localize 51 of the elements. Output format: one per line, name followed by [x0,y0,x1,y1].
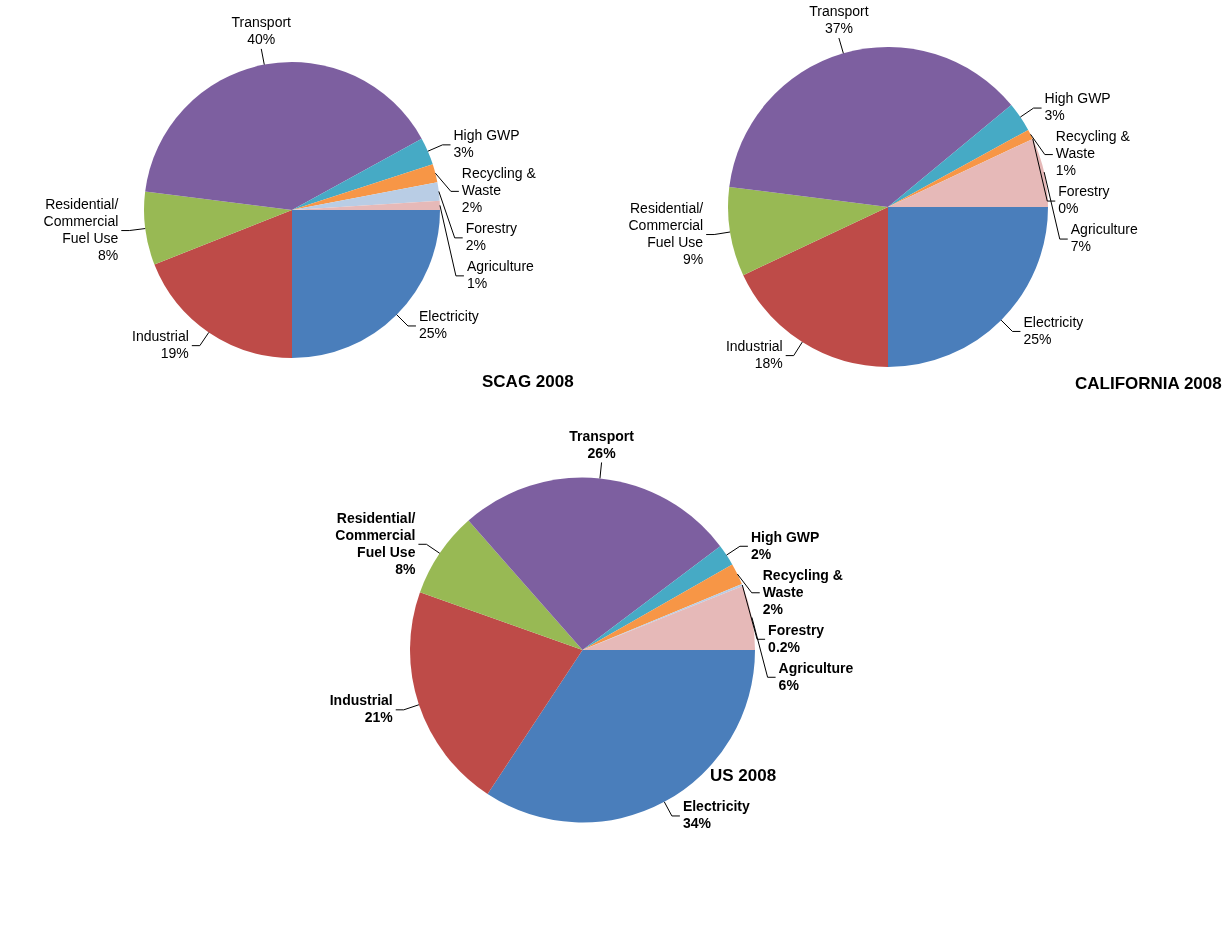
data-label: 0.2% [768,638,801,655]
slice-label: Agriculture [1070,221,1138,238]
slice-label: Industrial [329,692,393,709]
category-label: Forestry [1058,183,1110,200]
slice-label: Agriculture [778,659,854,676]
data-label: 2% [762,600,784,617]
slice-label: Industrial [132,328,189,344]
slice-label: Residential/Commercial Fuel Use [43,195,119,246]
data-label: 19% [160,345,189,361]
data-label: 7% [1070,238,1091,255]
slice-label: Electricity [418,308,479,325]
slice-label: Transport [231,14,292,31]
data-label: 3% [453,144,474,161]
data-label: 18% [754,354,783,371]
data-label: 2% [461,199,483,216]
text: SCAG 2008 [482,372,574,392]
data-label: 37% [824,20,853,37]
slice-label: Residential/Commercial Fuel Use [628,199,704,250]
data-label: 3% [1044,107,1065,124]
data-label: 1% [1055,162,1077,179]
slice-label: Forestry [768,621,825,638]
text: CALIFORNIA 2008 [1075,374,1222,394]
data-label: 40% [247,31,276,48]
slice-label: Recycling & Waste [762,566,843,600]
data-label: 6% [778,676,800,693]
slice-label: Recycling & Waste [1055,128,1131,162]
slice-label: Electricity [1023,313,1084,330]
slice-label: Electricity [682,798,751,815]
slice-label: Recycling & Waste [461,165,537,199]
slice-label: Transport [809,3,869,20]
data-label: 2% [750,545,772,562]
slice-label: Agriculture [466,258,535,275]
slice-label: High GWP [453,127,520,144]
slice-label: Forestry [465,220,518,237]
slice-label: High GWP [750,528,820,545]
data-label: 9% [682,250,704,267]
data-label: 8% [98,246,119,263]
slice-label: Industrial [725,337,783,354]
data-label: 25% [418,325,447,342]
data-label: 21% [364,709,394,726]
data-label: 8% [395,560,416,577]
slice-label: High GWP [1044,90,1111,107]
slice-label: Residential/Commercial Fuel Use [335,509,416,560]
text: 0% [1058,200,1079,217]
data-label: 25% [1023,330,1052,347]
text: US 2008 [710,766,777,786]
data-label: 1% [466,275,488,292]
slice-label: Transport [569,427,635,444]
data-label: 34% [682,815,712,832]
data-label: 26% [587,444,617,461]
data-label: 2% [465,237,486,254]
